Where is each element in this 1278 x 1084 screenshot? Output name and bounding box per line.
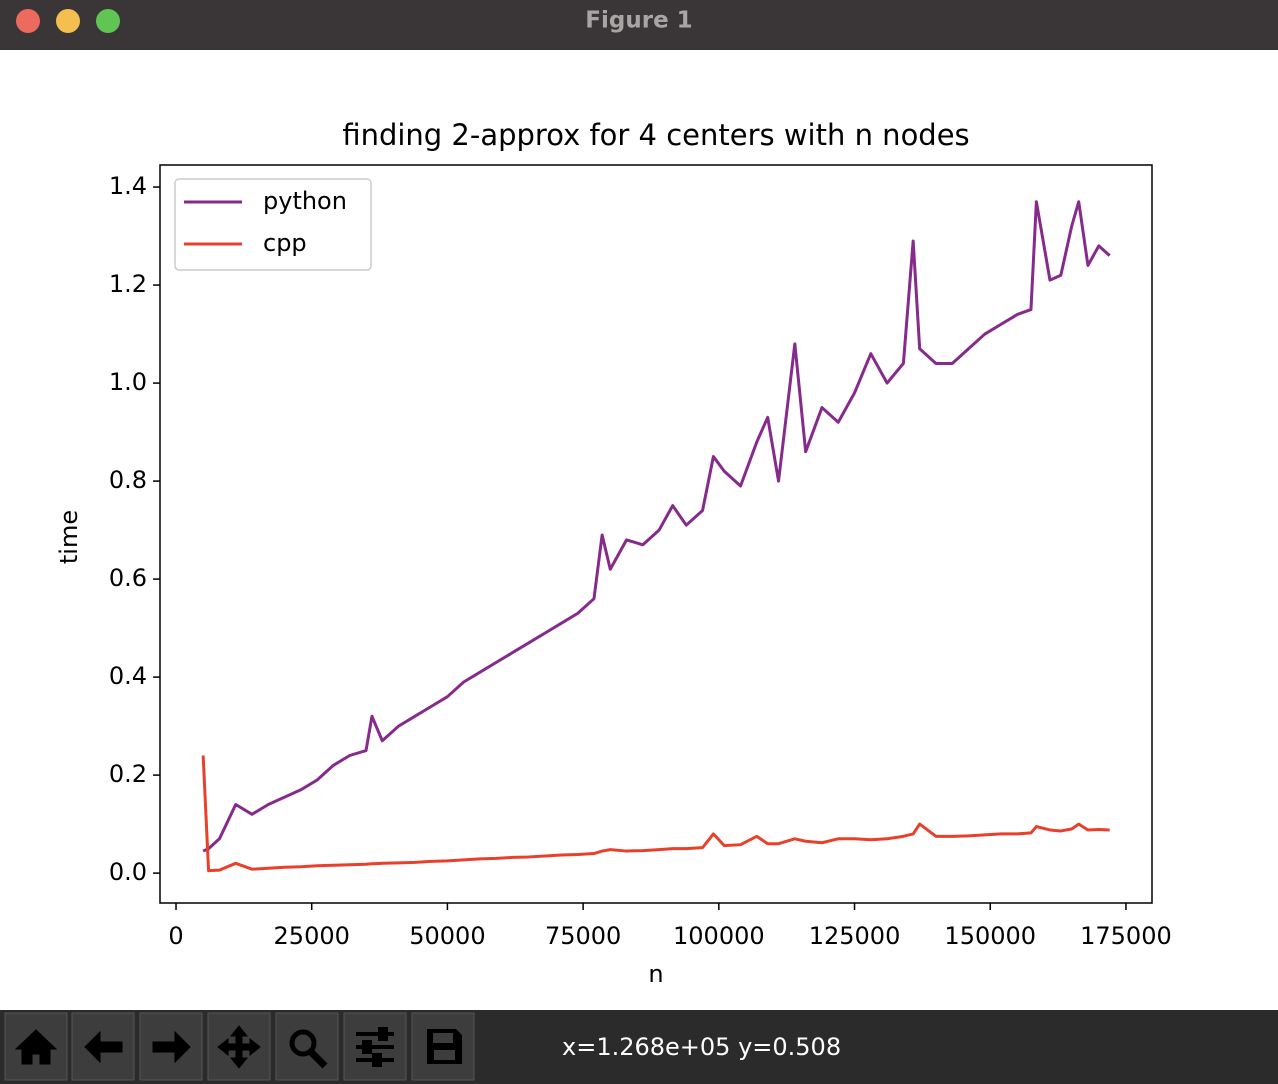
data-line [202, 200, 1111, 853]
y-tick-label: 1.0 [109, 368, 147, 396]
zoom-icon-handle [308, 1049, 328, 1069]
y-tick-label: 0.2 [109, 760, 147, 788]
y-tick-label: 0.0 [109, 858, 147, 886]
x-axis-label: n [648, 960, 663, 988]
x-tick-label: 175000 [1080, 922, 1172, 950]
minimize-button[interactable] [56, 9, 80, 33]
legend-label: cpp [263, 229, 307, 257]
plot-area: 0 25000 50000 75000 100000 125000 150000 175000… [109, 164, 1172, 950]
axes-frame [159, 164, 1153, 904]
zoom-tool-button[interactable] [275, 1012, 339, 1081]
x-tick-label: 75000 [545, 922, 621, 950]
back-icon [84, 1030, 123, 1064]
home-button[interactable] [4, 1012, 68, 1081]
toolbar-icons [14, 1025, 462, 1069]
y-tick-label: 0.6 [109, 564, 147, 592]
x-tick-label: 0 [168, 922, 183, 950]
chart-title: finding 2-approx for 4 centers with n no… [342, 118, 969, 152]
x-tick-label: 150000 [944, 922, 1036, 950]
home-icon [14, 1029, 58, 1065]
save-icon [427, 1029, 462, 1064]
x-tick-label: 50000 [409, 922, 485, 950]
legend-label: python [263, 187, 347, 215]
y-tick-label: 0.4 [109, 662, 147, 690]
x-tick-label: 125000 [809, 922, 901, 950]
toolbar-buttons [4, 1012, 475, 1081]
window-title: Figure 1 [585, 8, 692, 34]
title-bar [0, 0, 1278, 50]
y-axis-label: time [55, 510, 83, 564]
zoom-icon [289, 1029, 317, 1057]
y-tick-label: 1.2 [109, 270, 147, 298]
pan-icon [217, 1025, 261, 1069]
x-tick-label: 100000 [673, 922, 765, 950]
zoom-button[interactable] [96, 9, 120, 33]
y-tick-label: 1.4 [109, 172, 147, 200]
close-button[interactable] [16, 9, 40, 33]
data-line [201, 755, 1110, 873]
status-text: x=1.268e+05 y=0.508 [562, 1033, 841, 1061]
configure-icon [356, 1027, 394, 1067]
x-tick-label: 25000 [274, 922, 350, 950]
forward-icon [152, 1030, 191, 1064]
y-tick-label: 0.8 [109, 466, 147, 494]
